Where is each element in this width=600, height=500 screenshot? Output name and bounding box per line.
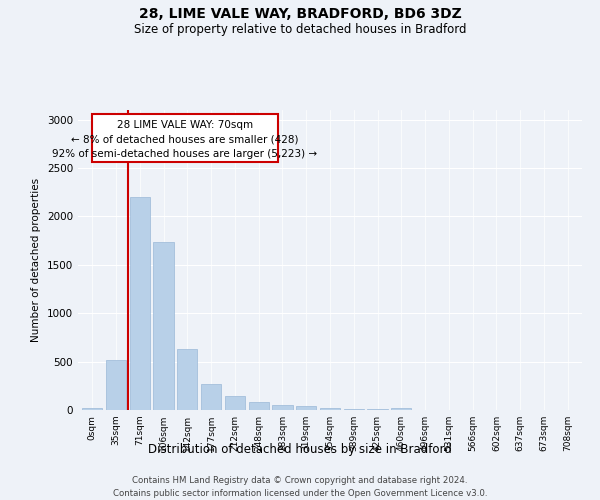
Y-axis label: Number of detached properties: Number of detached properties [31, 178, 41, 342]
Text: Distribution of detached houses by size in Bradford: Distribution of detached houses by size … [148, 442, 452, 456]
Bar [367, 409, 388, 410]
Bar [106, 360, 126, 410]
Bar [272, 405, 293, 410]
Bar [154, 242, 173, 410]
Text: Size of property relative to detached houses in Bradford: Size of property relative to detached ho… [134, 22, 466, 36]
Text: ← 8% of detached houses are smaller (428): ← 8% of detached houses are smaller (428… [71, 134, 299, 144]
Bar [344, 408, 364, 410]
Text: 28, LIME VALE WAY, BRADFORD, BD6 3DZ: 28, LIME VALE WAY, BRADFORD, BD6 3DZ [139, 8, 461, 22]
Bar [82, 408, 103, 410]
Text: Contains HM Land Registry data © Crown copyright and database right 2024.: Contains HM Land Registry data © Crown c… [132, 476, 468, 485]
FancyBboxPatch shape [92, 114, 278, 162]
Bar [130, 197, 150, 410]
Bar [391, 408, 412, 410]
Text: 92% of semi-detached houses are larger (5,223) →: 92% of semi-detached houses are larger (… [52, 148, 317, 158]
Text: 28 LIME VALE WAY: 70sqm: 28 LIME VALE WAY: 70sqm [117, 120, 253, 130]
Bar [296, 406, 316, 410]
Bar [225, 396, 245, 410]
Bar [320, 408, 340, 410]
Text: Contains public sector information licensed under the Open Government Licence v3: Contains public sector information licen… [113, 489, 487, 498]
Bar [248, 402, 269, 410]
Bar [201, 384, 221, 410]
Bar [177, 349, 197, 410]
